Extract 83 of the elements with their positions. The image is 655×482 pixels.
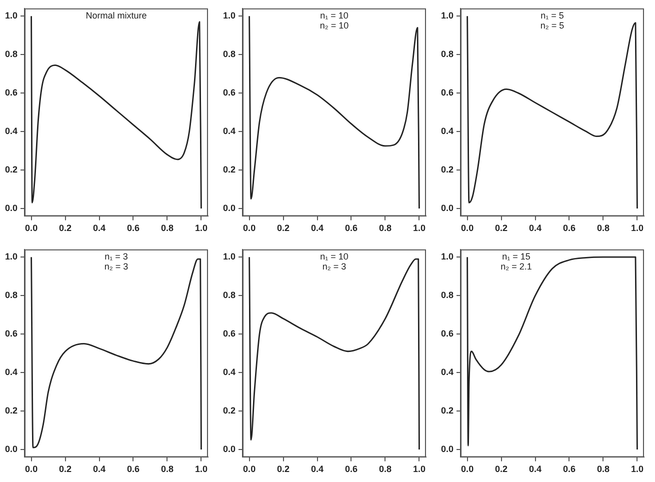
x-tick-label: 0.4 bbox=[529, 464, 542, 474]
x-tick-label: 0.6 bbox=[344, 223, 358, 234]
chart-title: n₁ = 5 bbox=[540, 10, 564, 20]
y-tick-label: 0.0 bbox=[222, 444, 236, 454]
y-tick-label: 1.0 bbox=[440, 252, 454, 262]
x-tick-label: 0.0 bbox=[243, 223, 256, 234]
x-tick-label: 0.4 bbox=[311, 464, 324, 474]
y-tick-label: 0.2 bbox=[4, 406, 18, 416]
y-tick-label: 0.2 bbox=[440, 164, 454, 175]
y-tick-label: 0.6 bbox=[4, 328, 18, 339]
x-tick-label: 0.6 bbox=[126, 464, 140, 474]
x-tick-label: 1.0 bbox=[630, 464, 644, 474]
x-tick-label: 0.4 bbox=[93, 464, 106, 474]
chart-title: n₁ = 10 bbox=[320, 10, 348, 20]
x-tick-label: 0.0 bbox=[25, 464, 38, 474]
x-tick-label: 0.2 bbox=[59, 223, 72, 234]
y-tick-label: 0.0 bbox=[440, 202, 454, 213]
chart-title: n₁ = 15 bbox=[502, 251, 530, 262]
y-tick-label: 0.6 bbox=[440, 328, 454, 339]
y-tick-label: 0.4 bbox=[222, 126, 236, 136]
y-tick-label: 0.4 bbox=[440, 367, 454, 378]
y-tick-label: 0.0 bbox=[222, 202, 236, 213]
y-tick-label: 0.6 bbox=[222, 88, 236, 98]
chart-title: n₁ = 10 bbox=[320, 251, 348, 262]
x-tick-label: 0.8 bbox=[378, 464, 392, 474]
x-tick-label: 0.0 bbox=[243, 464, 256, 474]
y-tick-label: 0.4 bbox=[4, 367, 18, 378]
y-tick-label: 1.0 bbox=[4, 10, 18, 21]
x-tick-label: 0.4 bbox=[529, 223, 542, 234]
text: n₂ = 10 bbox=[320, 20, 349, 30]
y-tick-label: 0.6 bbox=[4, 88, 18, 98]
y-tick-label: 0.8 bbox=[4, 49, 18, 60]
x-tick-label: 1.0 bbox=[412, 223, 426, 234]
x-tick-label: 0.6 bbox=[344, 464, 358, 474]
text: n₂ = 5 bbox=[540, 20, 564, 30]
x-tick-label: 0.2 bbox=[495, 464, 508, 474]
y-tick-label: 0.8 bbox=[222, 290, 236, 300]
x-tick-label: 0.4 bbox=[311, 223, 324, 234]
text: n₂ = 2.1 bbox=[500, 261, 532, 272]
x-tick-label: 1.0 bbox=[630, 223, 644, 234]
y-tick-label: 0.0 bbox=[4, 202, 18, 213]
chart-title: Normal mixture bbox=[86, 10, 147, 20]
x-tick-label: 0.8 bbox=[378, 223, 392, 234]
y-tick-label: 1.0 bbox=[222, 252, 236, 262]
x-tick-label: 0.2 bbox=[495, 223, 508, 234]
y-tick-label: 0.8 bbox=[222, 49, 236, 60]
x-tick-label: 1.0 bbox=[412, 464, 426, 474]
y-tick-label: 1.0 bbox=[4, 252, 18, 262]
x-tick-label: 0.6 bbox=[562, 223, 576, 234]
x-tick-label: 0.4 bbox=[93, 223, 106, 234]
x-tick-label: 0.2 bbox=[277, 223, 290, 234]
y-tick-label: 1.0 bbox=[440, 10, 454, 21]
x-tick-label: 0.8 bbox=[160, 464, 174, 474]
x-tick-label: 1.0 bbox=[194, 223, 208, 234]
y-tick-label: 1.0 bbox=[222, 10, 236, 21]
x-tick-label: 0.8 bbox=[160, 223, 174, 234]
y-tick-label: 0.4 bbox=[222, 367, 236, 378]
text: n₂ = 3 bbox=[104, 261, 128, 272]
x-tick-label: 1.0 bbox=[194, 464, 208, 474]
y-tick-label: 0.0 bbox=[440, 444, 454, 454]
y-tick-label: 0.4 bbox=[4, 126, 18, 136]
y-tick-label: 0.2 bbox=[222, 164, 236, 175]
y-tick-label: 0.6 bbox=[440, 88, 454, 98]
x-tick-label: 0.0 bbox=[25, 223, 38, 234]
y-tick-label: 0.0 bbox=[4, 444, 18, 454]
y-tick-label: 0.6 bbox=[222, 328, 236, 339]
y-tick-label: 0.8 bbox=[440, 290, 454, 300]
chart-title: n₁ = 3 bbox=[104, 251, 128, 262]
text: n₂ = 3 bbox=[322, 261, 346, 272]
x-tick-label: 0.0 bbox=[461, 464, 474, 474]
y-tick-label: 0.2 bbox=[4, 164, 18, 175]
y-tick-label: 0.4 bbox=[440, 126, 454, 136]
y-tick-label: 0.8 bbox=[440, 49, 454, 60]
x-tick-label: 0.2 bbox=[59, 464, 72, 474]
y-tick-label: 0.2 bbox=[440, 406, 454, 416]
x-tick-label: 0.2 bbox=[277, 464, 290, 474]
x-tick-label: 0.6 bbox=[126, 223, 140, 234]
x-tick-label: 0.8 bbox=[596, 464, 610, 474]
x-tick-label: 0.8 bbox=[596, 223, 610, 234]
y-tick-label: 0.2 bbox=[222, 406, 236, 416]
x-tick-label: 0.6 bbox=[562, 464, 576, 474]
y-tick-label: 0.8 bbox=[4, 290, 18, 300]
x-tick-label: 0.0 bbox=[461, 223, 474, 234]
